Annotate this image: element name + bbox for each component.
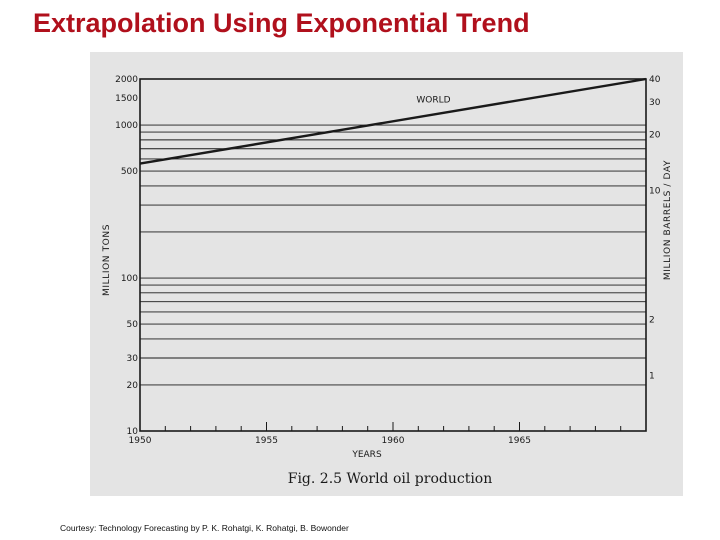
courtesy-credit: Courtesy: Technology Forecasting by P. K… bbox=[60, 523, 349, 533]
axis-ticks: 1950 1955 1960 1965 10 20 30 50 100 500 1000 1500 20… bbox=[115, 75, 661, 446]
y-axis-right-label: MILLION BARRELS / DAY bbox=[663, 160, 673, 280]
x-tick-label: 1955 bbox=[255, 436, 278, 446]
y-left-tick-label: 1500 bbox=[115, 94, 138, 104]
y-left-tick-label: 20 bbox=[127, 381, 139, 391]
y-right-tick-label: 2 bbox=[649, 316, 655, 326]
y-right-tick-label: 20 bbox=[649, 131, 661, 141]
y-left-tick-label: 100 bbox=[121, 274, 138, 284]
y-left-tick-label: 30 bbox=[127, 354, 139, 364]
series-line-world bbox=[139, 77, 647, 165]
y-left-tick-label: 50 bbox=[127, 320, 139, 330]
y-right-tick-label: 10 bbox=[649, 186, 661, 196]
x-tick-label: 1950 bbox=[129, 436, 152, 446]
y-right-tick-label: 40 bbox=[649, 75, 661, 85]
x-tick-label: 1965 bbox=[508, 436, 531, 446]
y-left-tick-label: 1000 bbox=[115, 121, 138, 131]
scanned-figure: 1950 1955 1960 1965 10 20 30 50 100 500 1000 1500 20… bbox=[90, 52, 683, 496]
x-axis-label: YEARS bbox=[351, 450, 382, 460]
series-layer: WORLD bbox=[139, 77, 647, 165]
world-oil-production-chart: 1950 1955 1960 1965 10 20 30 50 100 500 1000 1500 20… bbox=[102, 75, 673, 487]
y-right-tick-label: 30 bbox=[649, 98, 661, 108]
y-left-tick-label: 500 bbox=[121, 167, 138, 177]
figure-caption: Fig. 2.5 World oil production bbox=[288, 471, 493, 487]
series-label-world: WORLD bbox=[416, 96, 450, 106]
gridlines bbox=[140, 124, 646, 386]
y-right-tick-label: 1 bbox=[649, 371, 655, 381]
x-tick-label: 1960 bbox=[382, 436, 405, 446]
y-left-tick-label: 10 bbox=[127, 427, 139, 437]
slide-title: Extrapolation Using Exponential Trend bbox=[33, 8, 530, 38]
y-axis-left-label: MILLION TONS bbox=[102, 224, 112, 296]
y-left-tick-label: 2000 bbox=[115, 75, 138, 85]
